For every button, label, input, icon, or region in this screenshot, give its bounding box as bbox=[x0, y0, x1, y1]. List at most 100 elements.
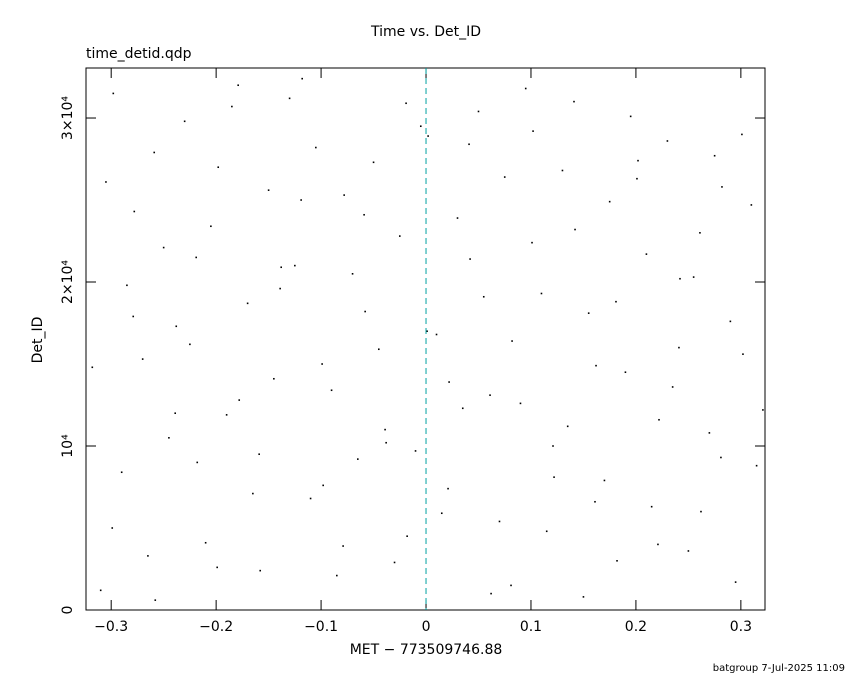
point bbox=[330, 389, 333, 392]
point bbox=[426, 330, 428, 333]
point bbox=[259, 569, 262, 572]
x-tick-label: −0.2 bbox=[199, 619, 233, 635]
point bbox=[342, 545, 344, 547]
point bbox=[503, 176, 506, 178]
point bbox=[679, 277, 681, 280]
point bbox=[708, 432, 711, 434]
point bbox=[120, 471, 123, 474]
point bbox=[678, 346, 680, 349]
y-tick-label: 0 bbox=[60, 606, 76, 615]
point bbox=[99, 589, 102, 592]
point bbox=[384, 428, 386, 431]
x-axis-label: MET − 773509746.88 bbox=[350, 642, 503, 658]
point bbox=[658, 418, 660, 421]
point bbox=[750, 204, 753, 206]
point bbox=[315, 146, 317, 149]
point bbox=[687, 550, 690, 552]
y-tick-label: 10⁴ bbox=[60, 434, 76, 458]
point bbox=[393, 561, 396, 564]
point bbox=[133, 210, 136, 213]
point bbox=[141, 358, 144, 360]
point bbox=[301, 77, 303, 80]
point bbox=[553, 476, 555, 478]
point bbox=[196, 461, 199, 464]
point bbox=[132, 315, 135, 318]
footer: batgroup 7-Jul-2025 11:09 bbox=[713, 663, 845, 674]
point bbox=[288, 97, 291, 100]
point bbox=[440, 512, 443, 515]
point bbox=[511, 340, 513, 342]
point bbox=[650, 505, 653, 508]
point bbox=[189, 343, 191, 346]
point bbox=[406, 535, 408, 538]
x-tick-label: −0.1 bbox=[304, 619, 338, 635]
point bbox=[561, 169, 564, 172]
point bbox=[531, 241, 533, 244]
x-tick-label: 0 bbox=[422, 619, 431, 635]
point bbox=[105, 181, 107, 183]
point bbox=[279, 287, 281, 290]
point bbox=[582, 596, 585, 598]
point bbox=[238, 399, 241, 401]
point bbox=[225, 414, 228, 416]
point bbox=[364, 310, 366, 313]
point bbox=[461, 407, 464, 410]
point bbox=[729, 320, 732, 323]
point bbox=[112, 92, 115, 95]
point bbox=[587, 312, 590, 314]
point bbox=[489, 394, 491, 396]
y-tick-label: 2×10⁴ bbox=[60, 260, 76, 304]
point bbox=[175, 325, 178, 328]
point bbox=[657, 543, 659, 546]
point bbox=[351, 273, 354, 275]
point bbox=[153, 151, 156, 154]
point bbox=[322, 484, 324, 487]
point bbox=[573, 100, 575, 103]
point bbox=[343, 194, 345, 196]
point bbox=[294, 264, 296, 267]
point bbox=[595, 364, 597, 367]
point bbox=[645, 253, 648, 255]
plot-frame bbox=[85, 67, 766, 611]
point bbox=[377, 348, 380, 351]
point bbox=[363, 213, 365, 216]
point bbox=[217, 166, 220, 169]
point bbox=[435, 333, 438, 336]
point bbox=[246, 302, 249, 305]
point bbox=[427, 135, 429, 137]
point bbox=[336, 574, 338, 577]
x-tick-label: 0.3 bbox=[730, 619, 752, 635]
point bbox=[629, 115, 632, 118]
point bbox=[540, 292, 543, 295]
point bbox=[321, 363, 323, 365]
point bbox=[309, 497, 312, 500]
x-tick-label: 0.2 bbox=[625, 619, 647, 635]
point bbox=[147, 555, 149, 557]
point bbox=[671, 386, 674, 388]
point bbox=[456, 217, 459, 219]
point bbox=[174, 412, 177, 415]
point bbox=[608, 200, 611, 203]
point bbox=[700, 510, 702, 513]
point bbox=[666, 140, 669, 142]
point bbox=[168, 437, 170, 439]
point bbox=[252, 492, 254, 495]
point bbox=[615, 300, 617, 303]
point bbox=[482, 295, 485, 298]
point bbox=[414, 450, 417, 452]
point bbox=[519, 402, 522, 405]
point bbox=[699, 232, 701, 234]
x-tick-label: 0.1 bbox=[520, 619, 542, 635]
point bbox=[510, 584, 512, 587]
point bbox=[637, 159, 639, 162]
point bbox=[111, 527, 114, 529]
point bbox=[616, 560, 618, 562]
point bbox=[524, 87, 527, 90]
point bbox=[741, 133, 743, 136]
point bbox=[280, 266, 282, 269]
point bbox=[468, 143, 470, 146]
point bbox=[91, 366, 94, 369]
point bbox=[357, 458, 359, 460]
point bbox=[231, 105, 233, 108]
point bbox=[498, 520, 501, 523]
